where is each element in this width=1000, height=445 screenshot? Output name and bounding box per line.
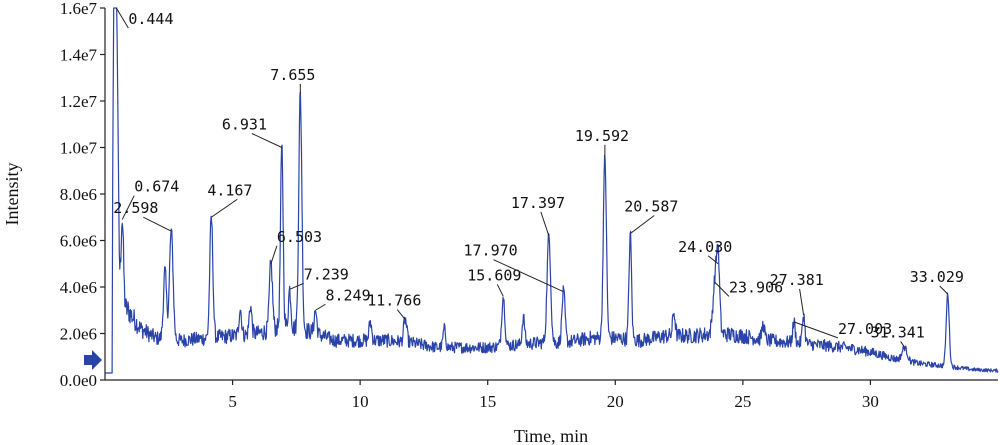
y-tick-label: 6.0e6 (60, 232, 97, 251)
peak-leader-line (315, 303, 326, 311)
y-tick-label: 1.4e7 (60, 46, 98, 65)
peak-label: 20.587 (624, 198, 678, 216)
x-tick-label: 30 (862, 392, 879, 411)
y-tick-label: 1.0e7 (60, 139, 98, 158)
x-axis-title: Time, min (514, 426, 588, 445)
peak-label: 27.003 (838, 320, 892, 338)
peak-label: 0.674 (134, 178, 179, 196)
peak-label: 27.381 (770, 271, 824, 289)
peak-leader-line (793, 321, 839, 339)
peak-leader-line (799, 288, 805, 315)
peak-label: 15.609 (467, 266, 521, 284)
peak-label: 33.029 (910, 268, 964, 286)
peak-leader-line (396, 309, 406, 320)
peak-label: 6.931 (222, 116, 267, 134)
peak-leader-line (493, 259, 564, 293)
peak-leader-line (121, 195, 135, 220)
x-tick-label: 5 (228, 392, 237, 411)
peak-leader-line (270, 245, 278, 264)
x-tick-label: 10 (352, 392, 369, 411)
peak-leader-line (714, 281, 730, 297)
peak-leader-line (251, 133, 283, 148)
x-axis-ticks: 5 10 15 20 25 30 (228, 380, 879, 411)
peak-label: 17.397 (511, 194, 565, 212)
y-axis-title: Intensity (2, 163, 22, 226)
y-axis-ticks: 0.0e0 2.0e6 4.0e6 6.0e6 8.0e6 1.0e7 1.2e7 1.4e7… (60, 0, 105, 390)
peak-label: 7.239 (304, 265, 349, 283)
y-tick-label: 8.0e6 (60, 185, 97, 204)
peak-leader-line (540, 211, 550, 237)
y-tick-label: 2.0e6 (60, 325, 97, 344)
x-tick-label: 25 (734, 392, 751, 411)
peak-label: 8.249 (325, 286, 370, 304)
peak-leader-line (143, 216, 172, 232)
chromatogram-trace (104, 7, 999, 374)
peak-label: 11.766 (367, 292, 421, 310)
x-tick-label: 20 (607, 392, 624, 411)
peak-label: 7.655 (270, 66, 315, 84)
peak-leader-line (211, 198, 238, 218)
peak-label: 0.444 (128, 10, 173, 28)
peak-label: 31.341 (871, 323, 925, 341)
peak-leader-line (939, 285, 949, 295)
peak-leader-line (900, 341, 906, 348)
peak-label: 2.598 (113, 199, 158, 217)
y-tick-label: 1.2e7 (60, 92, 98, 111)
y-tick-label: 0.0e0 (60, 371, 97, 390)
y-tick-label: 1.6e7 (60, 0, 98, 18)
peak-leader-line (496, 284, 504, 297)
peak-label: 4.167 (207, 181, 252, 199)
peak-label: 23.906 (729, 278, 783, 296)
x-tick-label: 15 (479, 392, 496, 411)
solvent-front-arrow-icon (84, 350, 102, 370)
peak-leader-line (629, 215, 655, 234)
peak-label: 19.592 (575, 127, 629, 145)
peak-label: 17.970 (463, 242, 517, 260)
peak-leader-line (707, 255, 719, 265)
peak-label: 24.030 (678, 238, 732, 256)
y-tick-label: 4.0e6 (60, 278, 97, 297)
peak-labels: 0.444 0.674 2.598 4.167 6.503 6.931 7.239 7.655… (113, 7, 964, 348)
peak-label: 6.503 (277, 228, 322, 246)
peak-leader-line (115, 7, 129, 29)
peak-leader-line (289, 282, 304, 290)
